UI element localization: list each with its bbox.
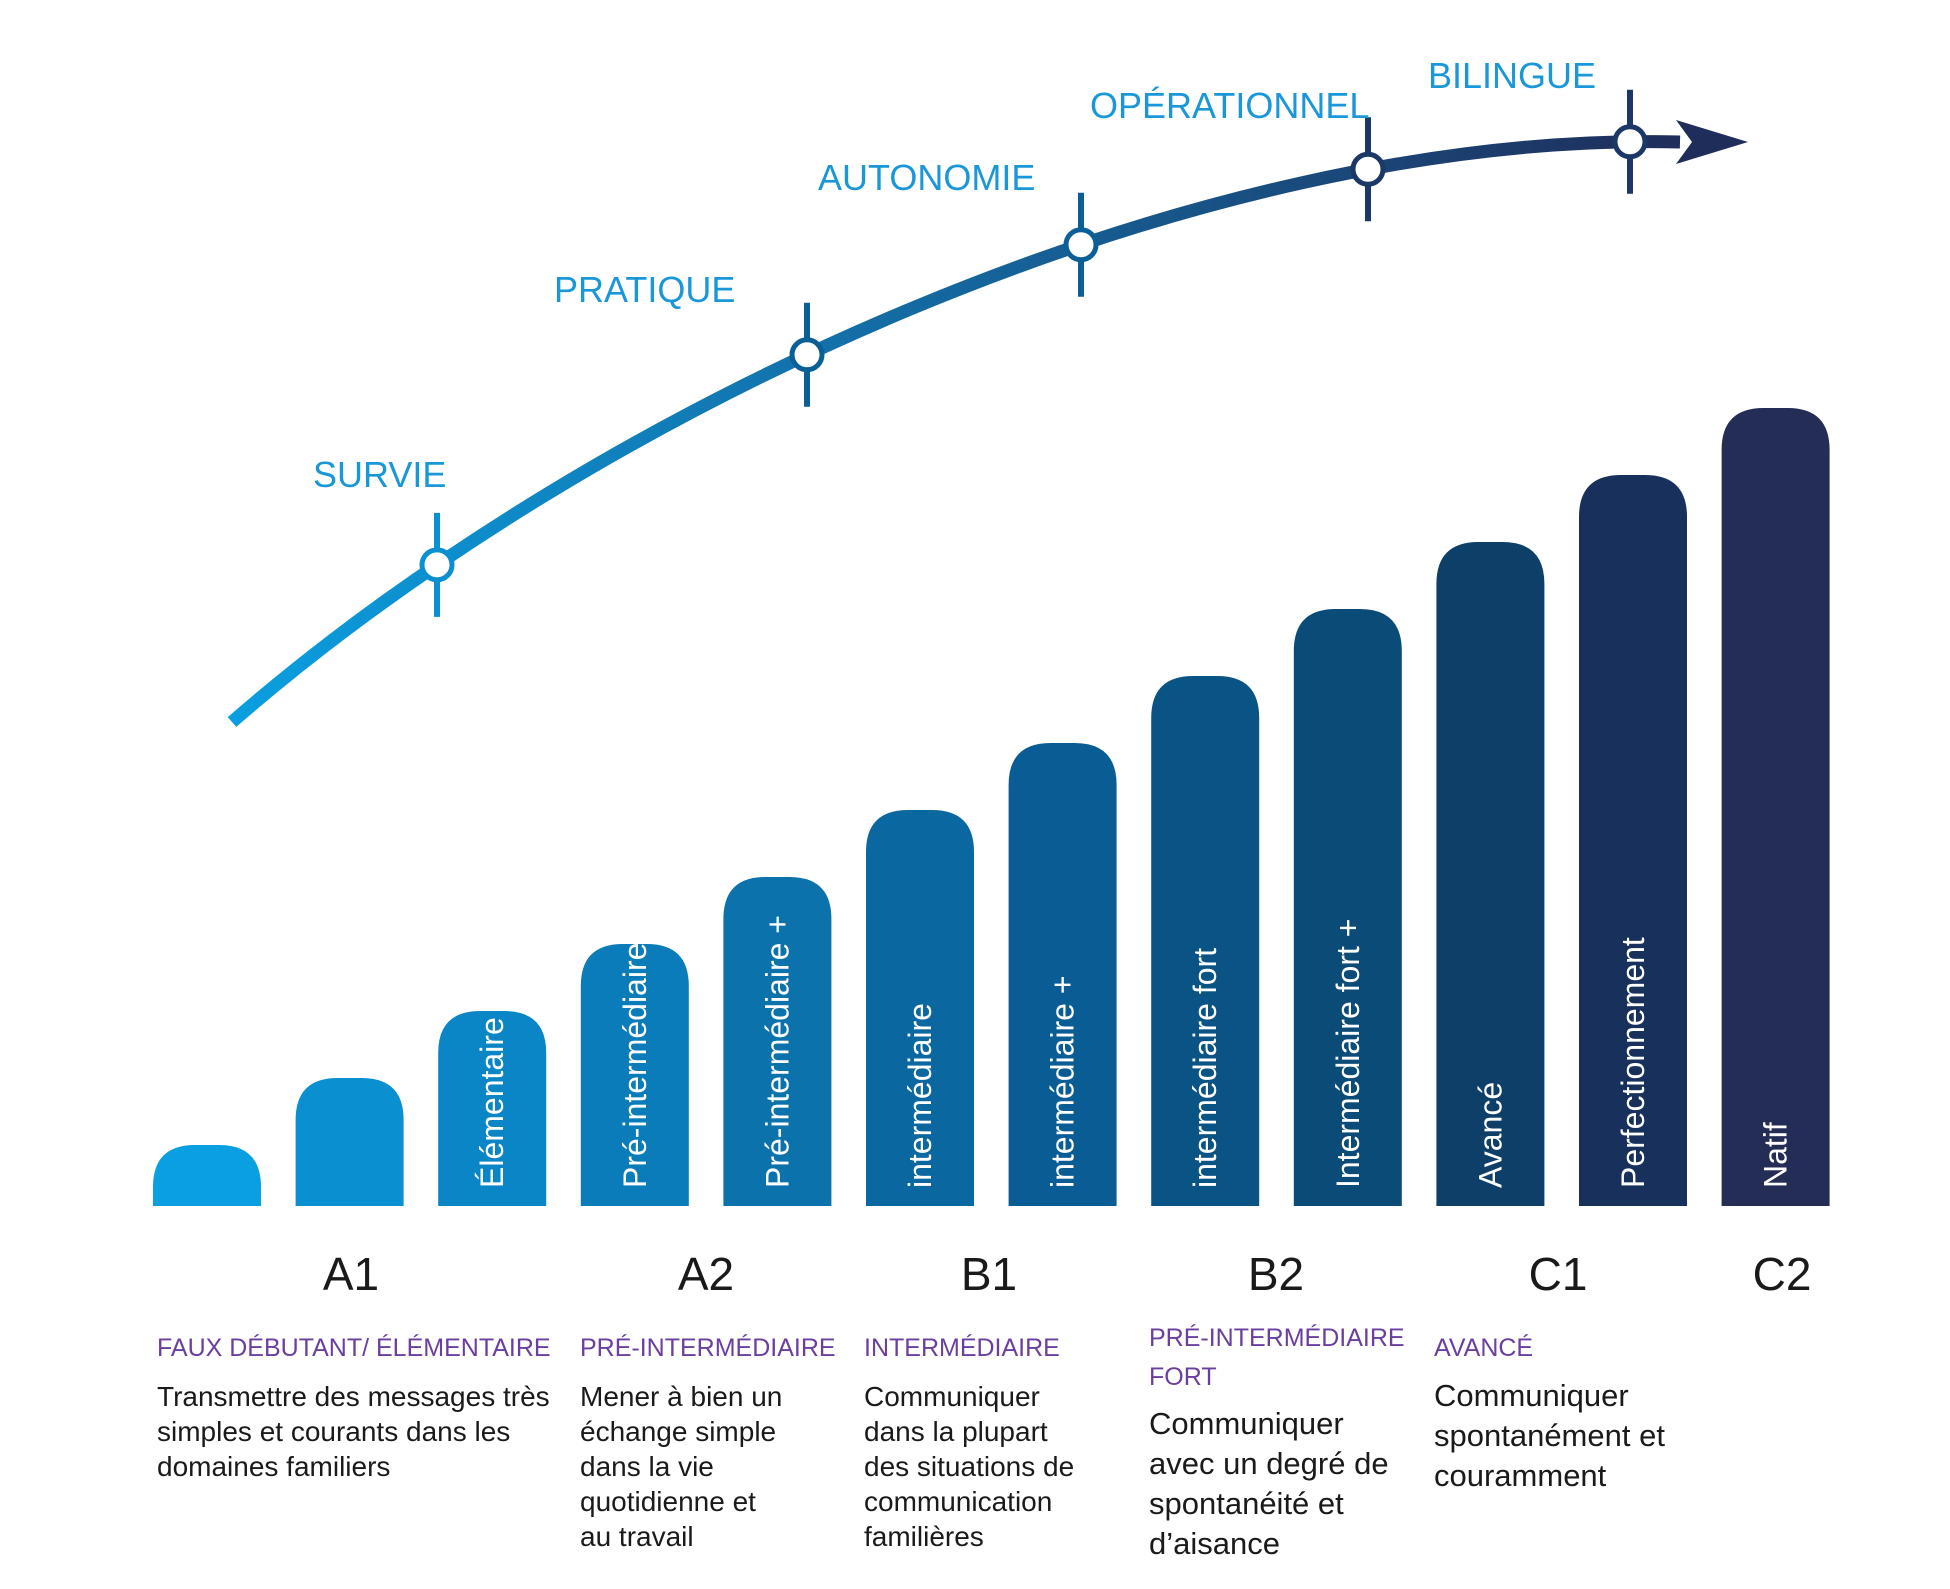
milestone-circle-icon (1063, 227, 1099, 263)
bar-shape (1721, 408, 1830, 1206)
category-description-line: échange simple (580, 1416, 776, 1447)
bar-shape (1151, 676, 1260, 1206)
category-description-line: familières (864, 1521, 984, 1552)
level-label-b1: B1 (961, 1248, 1017, 1300)
bar-shape (866, 810, 974, 1206)
category-block-avance: AVANCÉ Communiquer spontanément et coura… (1434, 1333, 1665, 1493)
bar-5: Pré-intermédiaire + (723, 877, 832, 1206)
level-label-a1: A1 (323, 1248, 379, 1300)
bar-shape (153, 1145, 261, 1206)
bar-label: Avancé (1472, 1082, 1508, 1188)
category-block-pre-intermediaire-fort: PRÉ-INTERMÉDIAIRE FORT Communiquer avec … (1149, 1323, 1405, 1561)
milestone-circle-icon (1612, 124, 1648, 160)
bar-shape (1579, 475, 1687, 1206)
category-description-line: spontanément et (1434, 1418, 1665, 1453)
category-block-faux-debutant: FAUX DÉBUTANT/ ÉLÉMENTAIRE Transmettre d… (157, 1333, 551, 1482)
level-label-c1: C1 (1529, 1248, 1588, 1300)
level-label-b2: B2 (1248, 1248, 1304, 1300)
milestone-label-bilingue: BILINGUE (1428, 55, 1596, 96)
milestone-label-operationnel: OPÉRATIONNEL (1090, 85, 1369, 126)
bar-label: Faux débutant (332, 828, 368, 1033)
milestone-marker-operationnel (1350, 117, 1386, 222)
category-title: PRÉ-INTERMÉDIAIRE (580, 1333, 836, 1362)
bar-shape (438, 1011, 547, 1206)
category-description-line: couramment (1434, 1458, 1607, 1493)
category-description-line: d’aisance (1149, 1526, 1280, 1561)
bar-shape (295, 1078, 404, 1206)
category-description-line: Communiquer (864, 1381, 1040, 1412)
category-description-line: dans la plupart (864, 1416, 1048, 1447)
level-label-c2: C2 (1753, 1248, 1812, 1300)
milestone-marker-autonomie (1063, 192, 1099, 297)
arrow-head-icon (1676, 120, 1748, 164)
category-description-line: communication (864, 1486, 1052, 1517)
bar-label: Intermédiaire fort + (1330, 919, 1366, 1188)
bar-shape (1436, 542, 1545, 1206)
milestone-circle-icon (1350, 151, 1386, 187)
level-label-a2: A2 (678, 1248, 734, 1300)
category-description-line: simples et courants dans les (157, 1416, 510, 1447)
milestone-marker-bilingue (1612, 89, 1648, 194)
milestone-label-autonomie: AUTONOMIE (818, 157, 1035, 198)
bar-label: Natif (1758, 1122, 1794, 1188)
bar-shape (1293, 609, 1402, 1206)
category-description-line: Communiquer (1434, 1378, 1629, 1413)
category-description-line: des situations de (864, 1451, 1074, 1482)
bar-7: intermédiaire + (1008, 743, 1117, 1206)
milestone-circle-icon (789, 337, 825, 373)
bar-label: intermédiaire (902, 1003, 938, 1188)
bar-6: intermédiaire (866, 810, 974, 1206)
category-title: FAUX DÉBUTANT/ ÉLÉMENTAIRE (157, 1333, 551, 1362)
milestone-label-pratique: PRATIQUE (554, 269, 735, 310)
bar-9: Intermédiaire fort + (1293, 609, 1402, 1206)
category-description-line: Mener à bien un (580, 1381, 782, 1412)
bar-10: Avancé (1436, 542, 1545, 1206)
milestone-label-survie: SURVIE (313, 454, 446, 495)
bar-3: Élémentaire (438, 1011, 547, 1206)
category-description-line: spontanéité et (1149, 1486, 1344, 1521)
category-description-line: domaines familiers (157, 1451, 390, 1482)
progression-curve (227, 135, 1681, 727)
milestone-marker-pratique (789, 302, 825, 407)
bar-11: Perfectionnement (1579, 475, 1687, 1206)
bar-label: intermédiaire fort (1187, 948, 1223, 1188)
bar-label: Perfectionnement (1615, 937, 1651, 1188)
category-description-line: quotidienne et (580, 1486, 756, 1517)
milestone-marker-survie (419, 512, 455, 617)
category-description-line: avec un degré de (1149, 1446, 1389, 1481)
bar-label: Élémentaire (474, 1017, 510, 1188)
bar-shape (580, 944, 689, 1206)
category-block-pre-intermediaire: PRÉ-INTERMÉDIAIRE Mener à bien un échang… (580, 1333, 836, 1552)
bar-label: Pré-intermédiaire + (759, 915, 795, 1188)
category-description-line: dans la vie (580, 1451, 714, 1482)
category-block-intermediaire: INTERMÉDIAIRE Communiquer dans la plupar… (864, 1333, 1074, 1552)
bar-shape (723, 877, 832, 1206)
bar-label: intermédiaire + (1045, 975, 1081, 1188)
category-description-line: au travail (580, 1521, 694, 1552)
bar-8: intermédiaire fort (1151, 676, 1260, 1206)
bar-shape (1008, 743, 1117, 1206)
bar-label: Débutant (189, 1008, 225, 1138)
category-title: PRÉ-INTERMÉDIAIRE (1149, 1323, 1405, 1352)
bar-1: Débutant (153, 1008, 261, 1206)
bar-4: Pré-intermédiaire (580, 943, 689, 1206)
category-title: INTERMÉDIAIRE (864, 1333, 1060, 1362)
category-description-line: Transmettre des messages très (157, 1381, 550, 1412)
milestone-circle-icon (419, 547, 455, 583)
bar-label: Pré-intermédiaire (617, 943, 653, 1188)
category-title: FORT (1149, 1363, 1217, 1391)
bar-2: Faux débutant (295, 828, 404, 1206)
category-title: AVANCÉ (1434, 1333, 1533, 1362)
bar-12: Natif (1721, 408, 1830, 1206)
category-description-line: Communiquer (1149, 1406, 1344, 1441)
